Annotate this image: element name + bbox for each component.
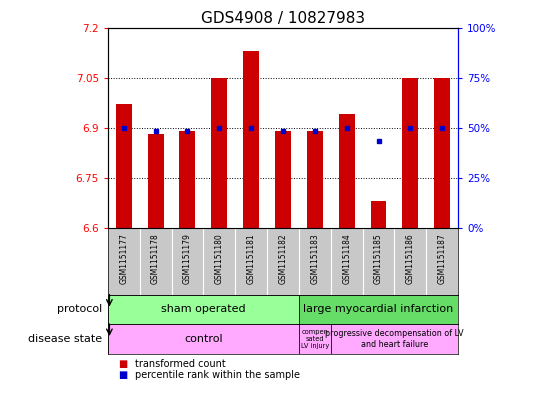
Bar	[148, 134, 163, 228]
Text: control: control	[184, 334, 223, 344]
Text: GSM1151177: GSM1151177	[119, 233, 128, 284]
Title: GDS4908 / 10827983: GDS4908 / 10827983	[201, 11, 365, 26]
Bar	[211, 78, 227, 228]
Text: progressive decompensation of LV
and heart failure: progressive decompensation of LV and hea…	[325, 329, 464, 349]
Text: GSM1151182: GSM1151182	[279, 233, 287, 284]
Text: ■: ■	[119, 358, 128, 369]
Text: percentile rank within the sample: percentile rank within the sample	[135, 370, 300, 380]
Text: GSM1151183: GSM1151183	[310, 233, 319, 284]
Bar	[331, 324, 458, 354]
Text: disease state: disease state	[28, 334, 102, 344]
Text: GSM1151185: GSM1151185	[374, 233, 383, 284]
Text: ■: ■	[119, 370, 128, 380]
Bar	[108, 295, 299, 324]
Bar	[307, 131, 323, 228]
Text: GSM1151181: GSM1151181	[247, 233, 255, 284]
Text: GSM1151184: GSM1151184	[342, 233, 351, 284]
Text: GSM1151179: GSM1151179	[183, 233, 192, 284]
Bar	[434, 78, 450, 228]
Text: transformed count: transformed count	[135, 358, 225, 369]
Bar	[403, 78, 418, 228]
Bar	[299, 324, 331, 354]
Bar	[299, 295, 458, 324]
Text: large myocardial infarction: large myocardial infarction	[303, 305, 454, 314]
Text: GSM1151186: GSM1151186	[406, 233, 415, 284]
Text: protocol: protocol	[57, 305, 102, 314]
Bar	[243, 51, 259, 228]
Text: sham operated: sham operated	[161, 305, 246, 314]
Bar	[179, 131, 195, 228]
Bar	[275, 131, 291, 228]
Text: GSM1151187: GSM1151187	[438, 233, 447, 284]
Bar	[108, 324, 299, 354]
Text: GSM1151178: GSM1151178	[151, 233, 160, 284]
Bar	[338, 114, 355, 228]
Text: GSM1151180: GSM1151180	[215, 233, 224, 284]
Bar	[116, 105, 132, 228]
Text: compen
sated
LV injury: compen sated LV injury	[301, 329, 329, 349]
Bar	[370, 201, 386, 228]
